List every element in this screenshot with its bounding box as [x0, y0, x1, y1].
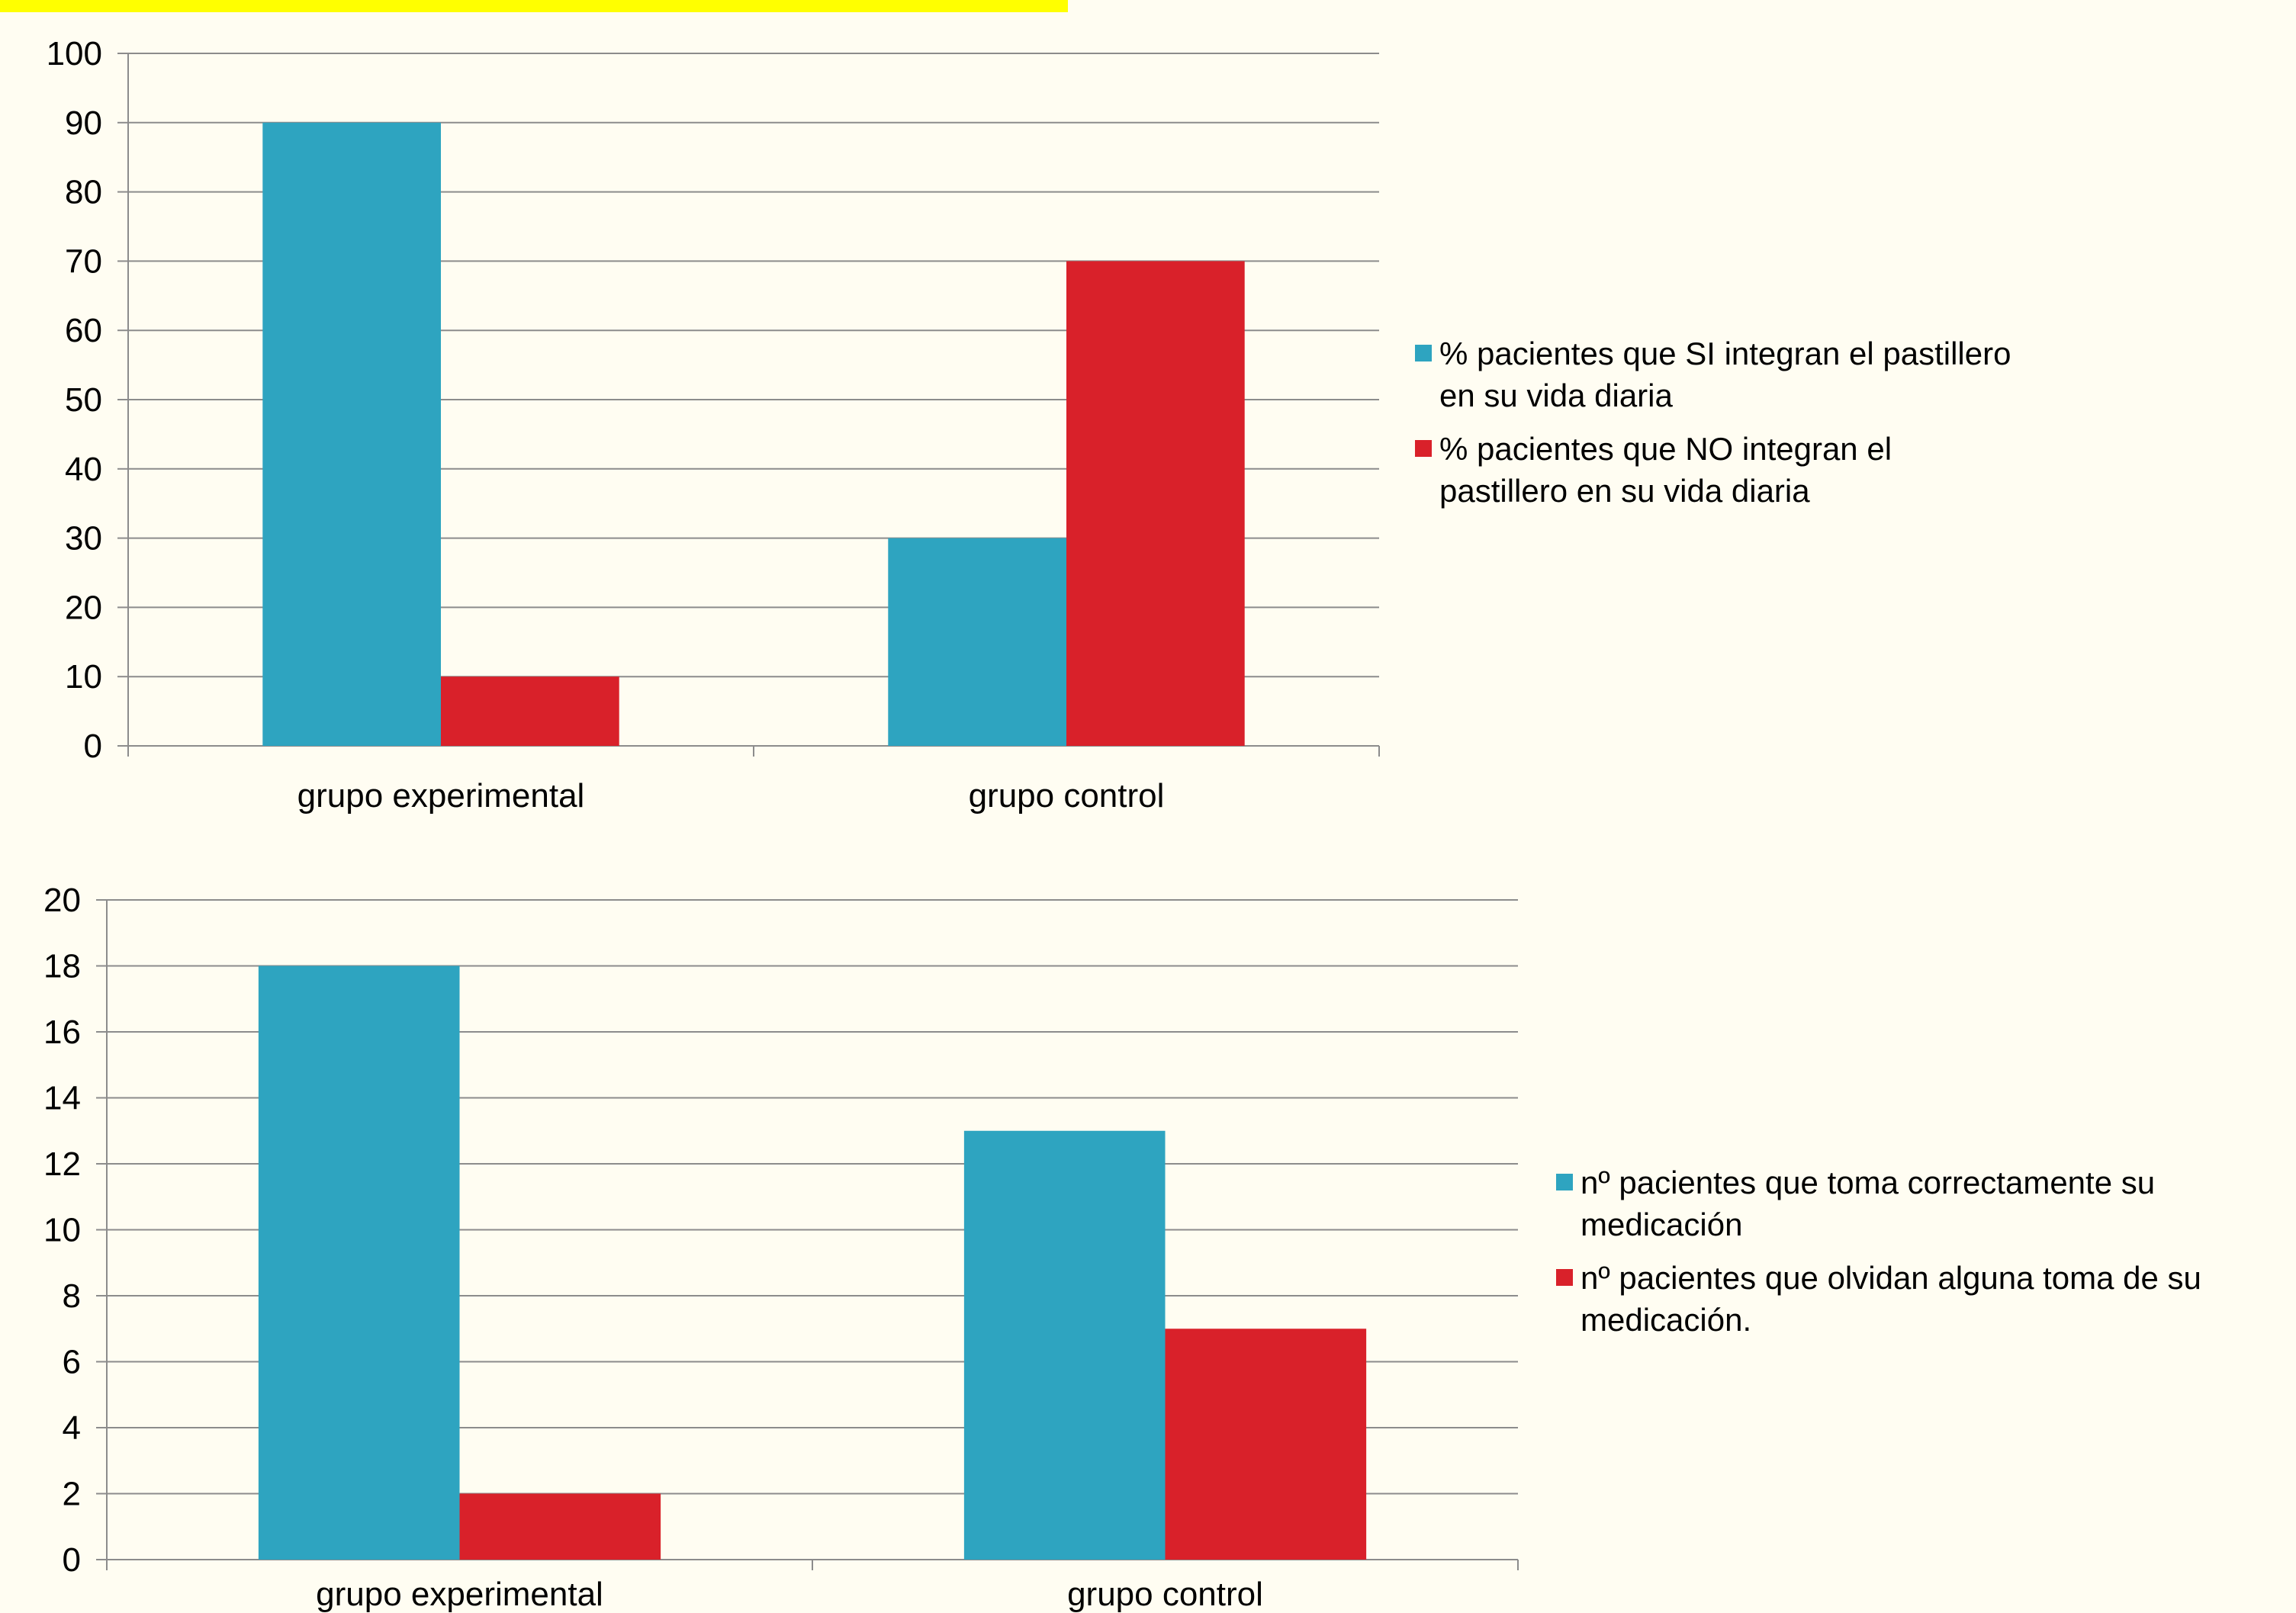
bar-series-2: [459, 1493, 661, 1560]
legend-label: nº pacientes que olvidan alguna toma de …: [1581, 1260, 2201, 1338]
legend-swatch: [1415, 345, 1432, 361]
y-tick-label: 14: [43, 1080, 81, 1117]
y-tick-label: 0: [63, 1541, 81, 1579]
y-tick-label: 50: [65, 381, 102, 419]
legend-label-line: nº pacientes que olvidan alguna toma de …: [1581, 1260, 2201, 1296]
bar-chart-medicacion: 0 2 4 6 8 10 12 14 16 18 20 grupo experimental grupo…: [43, 882, 2201, 1613]
legend-label-line: medicación: [1581, 1207, 1742, 1242]
y-tick-label: 60: [65, 312, 102, 349]
bar-series-2: [441, 676, 619, 746]
x-category-label: grupo experimental: [316, 1576, 603, 1613]
y-tick-label: 4: [63, 1409, 81, 1447]
y-tick-label: 16: [43, 1014, 81, 1051]
bar-series-1: [262, 122, 441, 747]
y-tick-label: 40: [65, 451, 102, 488]
legend-swatch: [1556, 1269, 1573, 1286]
legend-label-line: % pacientes que SI integran el pastiller…: [1439, 336, 2011, 371]
legend-swatch: [1415, 440, 1432, 457]
y-tick-label: 0: [84, 728, 102, 765]
legend-label-line: pastillero en su vida diaria: [1439, 473, 1810, 509]
legend-label: % pacientes que NO integran el pastillero…: [1439, 431, 1892, 509]
y-tick-label: 90: [65, 104, 102, 142]
legend-label: nº pacientes que toma correctamente su me…: [1581, 1165, 2155, 1242]
bar-series-1: [888, 538, 1066, 746]
y-tick-label: 18: [43, 948, 81, 985]
legend-label-line: nº pacientes que toma correctamente su: [1581, 1165, 2155, 1200]
bar-chart-pastillero: 0 10 20 30 40 50 60 70 80 90 100 grupo experimental…: [47, 35, 2011, 815]
top-highlight-bar: [0, 0, 1068, 12]
y-tick-label: 20: [43, 882, 81, 919]
y-tick-label: 100: [47, 35, 102, 72]
y-tick-label: 30: [65, 520, 102, 557]
y-tick-label: 70: [65, 243, 102, 280]
bar-series-2: [1165, 1329, 1367, 1560]
y-tick-label: 20: [65, 589, 102, 626]
y-tick-label: 2: [63, 1476, 81, 1513]
bar-series-1: [963, 1130, 1166, 1560]
y-tick-label: 8: [63, 1277, 81, 1315]
x-category-label: grupo control: [969, 777, 1165, 815]
legend-swatch: [1556, 1174, 1573, 1190]
y-tick-label: 10: [43, 1212, 81, 1249]
bar-series-2: [1066, 261, 1245, 746]
legend-label: % pacientes que SI integran el pastiller…: [1439, 336, 2011, 413]
x-category-label: grupo experimental: [297, 777, 585, 815]
x-category-label: grupo control: [1067, 1576, 1263, 1613]
legend-label-line: medicación.: [1581, 1302, 1751, 1338]
legend-label-line: % pacientes que NO integran el: [1439, 431, 1892, 467]
y-tick-label: 12: [43, 1145, 81, 1183]
y-tick-label: 80: [65, 174, 102, 211]
y-tick-label: 10: [65, 658, 102, 696]
bar-series-1: [258, 966, 460, 1560]
legend-label-line: en su vida diaria: [1439, 378, 1673, 413]
y-tick-label: 6: [63, 1344, 81, 1381]
